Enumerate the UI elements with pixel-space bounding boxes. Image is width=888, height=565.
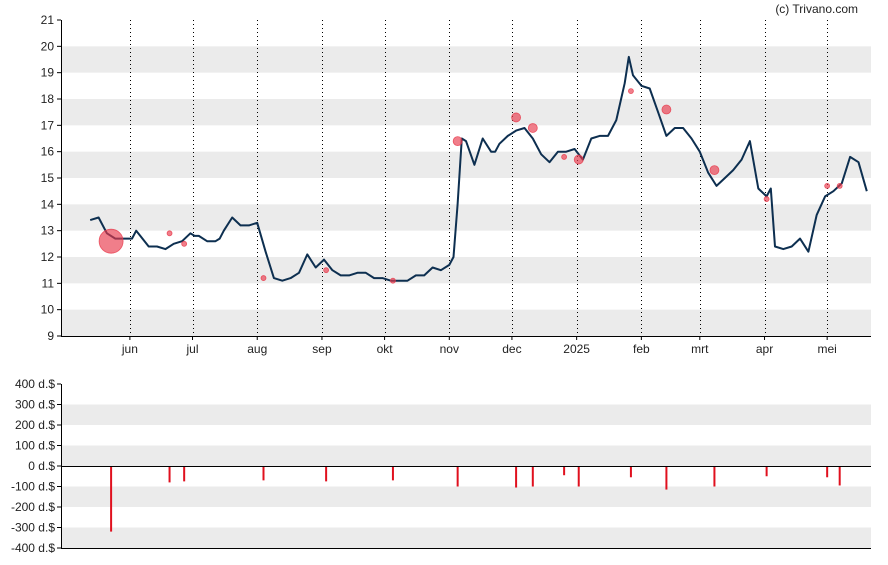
price-line: [89, 55, 868, 282]
event-bubble: [573, 154, 584, 165]
grid-band: [61, 204, 871, 231]
copyright-label: (c) Trivano.com: [775, 2, 858, 16]
volume-bar: [713, 466, 716, 487]
volume-bar: [665, 466, 668, 490]
price-x-tick-labels: jun jul aug sep okt nov dec 2025 feb mrt apr mei: [121, 336, 837, 356]
x-tick-label: sep: [312, 342, 332, 356]
volume-grid-bands: [61, 404, 871, 548]
volume-y-tick-label: 0 d.$: [28, 459, 55, 473]
event-bubble: [98, 228, 124, 254]
y-tick-label: 20: [41, 39, 55, 53]
volume-bar: [531, 466, 534, 487]
month-gridlines: [130, 20, 828, 336]
y-tick-label: 21: [41, 13, 55, 27]
event-bubble: [452, 136, 463, 147]
volume-grid-band: [61, 404, 871, 425]
volume-bar: [629, 466, 632, 478]
volume-bar: [563, 466, 566, 476]
volume-grid-band: [61, 527, 871, 548]
event-bubble: [527, 123, 538, 133]
y-tick-label: 14: [41, 197, 55, 211]
volume-y-tick-label: -300 d.$: [11, 521, 55, 535]
volume-bar: [456, 466, 459, 487]
event-bubble: [561, 154, 568, 160]
grid-band: [61, 46, 871, 73]
x-tick-label: feb: [633, 342, 650, 356]
volume-bar: [391, 466, 394, 481]
volume-bar: [325, 466, 328, 482]
price-axes: [61, 20, 871, 337]
volume-y-tick-labels: 400 d.$ 300 d.$ 200 d.$ 100 d.$ 0 d.$ -100 d.…: [11, 377, 61, 555]
x-tick-label: mrt: [691, 342, 709, 356]
grid-band: [61, 257, 871, 284]
event-bubble: [709, 165, 720, 176]
event-bubble: [390, 277, 396, 284]
grid-band: [61, 99, 871, 126]
x-tick-label: mei: [817, 342, 836, 356]
y-tick-label: 10: [41, 303, 55, 317]
price-series: [89, 55, 868, 282]
grid-band: [61, 151, 871, 178]
x-tick-label: 2025: [563, 342, 590, 356]
event-bubble: [836, 182, 843, 189]
event-bubble: [511, 112, 522, 123]
event-bubble: [628, 88, 634, 94]
volume-bar: [826, 466, 829, 478]
volume-axes: [61, 384, 871, 549]
event-bubble: [763, 196, 770, 202]
x-tick-label: nov: [440, 342, 459, 356]
volume-bar: [183, 466, 186, 482]
volume-grid-band: [61, 486, 871, 507]
volume-y-tick-label: -400 d.$: [11, 541, 55, 555]
volume-bar: [262, 466, 265, 481]
grid-band: [61, 309, 871, 336]
y-tick-label: 18: [41, 92, 55, 106]
y-tick-label: 19: [41, 66, 55, 80]
event-bubble: [166, 230, 173, 237]
x-tick-label: jun: [121, 342, 138, 356]
y-tick-label: 9: [47, 329, 54, 343]
event-bubble: [181, 240, 188, 247]
volume-y-tick-label: -100 d.$: [11, 480, 55, 494]
y-tick-label: 16: [41, 145, 55, 159]
event-bubble: [323, 267, 330, 274]
x-tick-label: jul: [186, 342, 199, 356]
price-y-tick-labels: 9 10 11 12 13 14 15 16 17 18 19 20 21: [41, 13, 61, 343]
event-bubble: [824, 182, 831, 189]
volume-y-tick-label: 300 d.$: [15, 398, 55, 412]
event-bubble: [260, 275, 267, 281]
event-bubbles: [98, 88, 843, 284]
volume-y-tick-label: 200 d.$: [15, 418, 55, 432]
y-tick-label: 17: [41, 118, 55, 132]
x-tick-label: dec: [502, 342, 521, 356]
y-tick-label: 15: [41, 171, 55, 185]
volume-grid-band: [61, 445, 871, 466]
volume-bar: [168, 466, 171, 483]
volume-bar: [765, 466, 768, 477]
volume-y-tick-label: 100 d.$: [15, 439, 55, 453]
y-tick-label: 13: [41, 224, 55, 238]
price-grid-bands: [61, 46, 871, 336]
volume-bar: [515, 466, 518, 488]
volume-chart-panel: 400 d.$ 300 d.$ 200 d.$ 100 d.$ 0 d.$ -100 d.…: [11, 377, 871, 555]
x-tick-label: aug: [247, 342, 267, 356]
price-chart-panel: 9 10 11 12 13 14 15 16 17 18 19 20 21 jun jul aug sep ok…: [41, 13, 871, 356]
volume-bars: [110, 466, 841, 532]
volume-y-tick-label: -200 d.$: [11, 500, 55, 514]
volume-y-tick-label: 400 d.$: [15, 377, 55, 391]
volume-bar: [838, 466, 841, 486]
x-tick-label: apr: [756, 342, 773, 356]
volume-bar: [110, 466, 113, 532]
y-tick-label: 12: [41, 250, 55, 264]
y-tick-label: 11: [42, 276, 55, 290]
event-bubble: [661, 104, 672, 115]
volume-bar: [577, 466, 580, 487]
x-tick-label: okt: [377, 342, 394, 356]
